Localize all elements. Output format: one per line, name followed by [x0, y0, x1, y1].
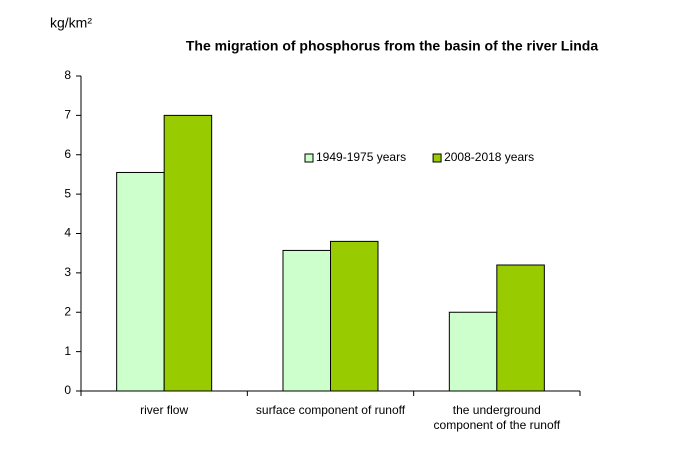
y-tick-label: 7	[64, 108, 71, 122]
legend-swatch	[432, 153, 442, 163]
y-tick-label: 2	[64, 304, 71, 318]
chart-title: The migration of phosphorus from the bas…	[186, 38, 598, 54]
y-tick-label: 6	[64, 147, 71, 161]
bar	[448, 311, 498, 392]
x-tick-label: river flow	[140, 403, 189, 417]
x-tick-label: the underground component of the runoff	[433, 403, 561, 432]
legend-label: 2008-2018 years	[444, 150, 534, 164]
bar	[330, 240, 379, 392]
bar	[496, 264, 545, 392]
y-tick-label: 0	[64, 383, 71, 397]
bar	[163, 114, 213, 392]
y-tick-label: 5	[64, 186, 71, 200]
y-axis-label: kg/km²	[50, 15, 92, 31]
x-tick-label: surface component of runoff	[255, 403, 406, 417]
legend-swatch	[304, 153, 314, 163]
y-tick-label: 3	[64, 265, 71, 279]
y-tick-label: 1	[64, 344, 71, 358]
bar	[282, 249, 331, 392]
bar	[116, 171, 165, 392]
y-tick-label: 4	[64, 226, 71, 240]
y-tick-label: 8	[64, 68, 71, 82]
legend-label: 1949-1975 years	[316, 150, 406, 164]
